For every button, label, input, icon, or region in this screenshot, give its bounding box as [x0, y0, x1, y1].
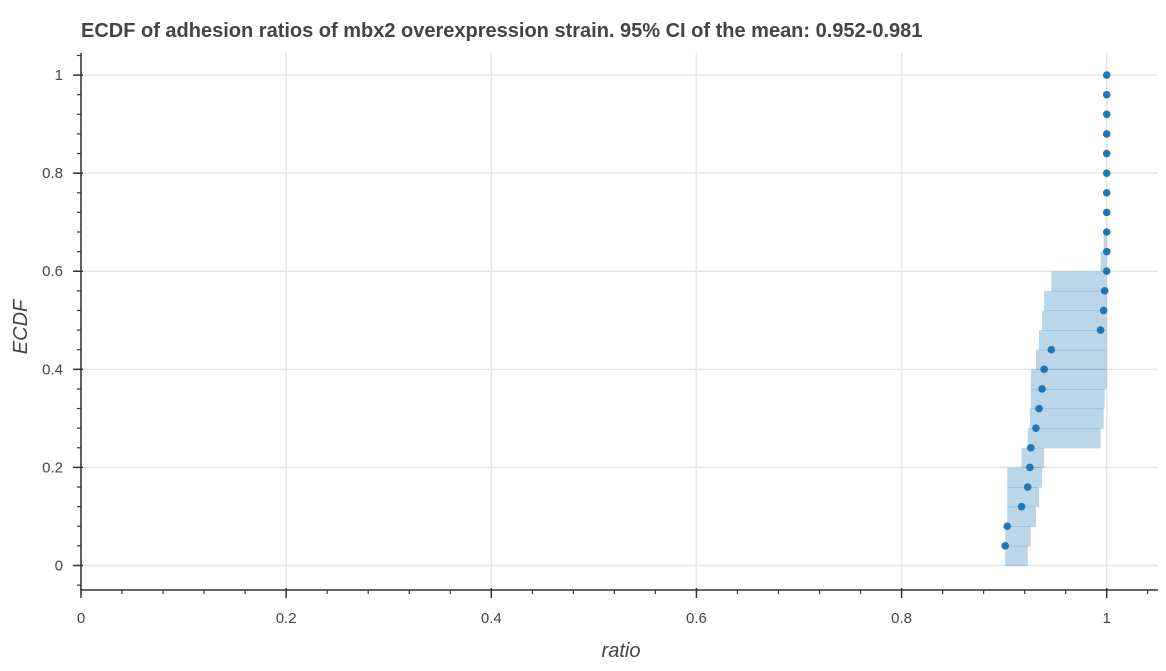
ci-band-step-6 — [1027, 428, 1101, 449]
ci-band-step-12 — [1042, 310, 1107, 331]
ecdf-point-22 — [1102, 110, 1111, 119]
y-tick-label-3: 0.6 — [42, 263, 63, 280]
ecdf-point-10 — [1047, 345, 1056, 354]
ecdf-point-2 — [1017, 502, 1026, 511]
ci-band-step-4 — [1007, 467, 1043, 488]
confidence-band — [1005, 232, 1107, 567]
ecdf-point-15 — [1102, 247, 1111, 256]
ecdf-point-6 — [1032, 424, 1040, 432]
ci-band-step-2 — [1007, 506, 1036, 527]
y-tick-label-2: 0.4 — [42, 361, 63, 378]
ci-band-step-15 — [1100, 251, 1107, 272]
ecdf-point-0 — [1001, 542, 1009, 550]
ci-band-step-7 — [1029, 408, 1104, 429]
x-tick-label-0: 0 — [77, 610, 85, 627]
ci-band-step-10 — [1035, 349, 1107, 370]
ecdf-point-23 — [1102, 90, 1111, 99]
ecdf-point-5 — [1027, 443, 1035, 452]
ecdf-point-16 — [1102, 228, 1111, 236]
ecdf-point-1 — [1003, 522, 1012, 531]
ecdf-point-18 — [1102, 188, 1111, 197]
ci-band-step-1 — [1005, 526, 1031, 547]
y-tick-label-1: 0.2 — [42, 459, 63, 476]
x-tick-label-3: 0.6 — [686, 610, 707, 627]
ecdf-point-4 — [1025, 463, 1034, 472]
x-axis-label: ratio — [602, 640, 641, 662]
ecdf-point-24 — [1102, 71, 1111, 79]
x-tick-label-1: 0.2 — [276, 610, 297, 627]
ci-band-step-9 — [1030, 369, 1107, 390]
ci-band-step-11 — [1039, 330, 1107, 351]
ci-band-step-13 — [1044, 290, 1107, 312]
ecdf-point-17 — [1102, 208, 1111, 217]
ci-band-step-3 — [1007, 487, 1040, 508]
ecdf-point-14 — [1102, 267, 1111, 276]
ecdf-points — [1001, 71, 1111, 550]
ci-band-step-8 — [1030, 388, 1105, 410]
ci-band-step-0 — [1005, 545, 1028, 567]
ci-band-step-5 — [1021, 447, 1045, 468]
ecdf-point-11 — [1096, 326, 1105, 334]
x-tick-label-5: 1 — [1103, 610, 1111, 627]
y-axis-label: ECDF — [10, 298, 32, 354]
ecdf-point-19 — [1102, 169, 1111, 177]
grid-lines — [80, 53, 1158, 590]
ci-band-step-14 — [1051, 271, 1107, 292]
ecdf-point-12 — [1099, 306, 1108, 315]
ci-band-step-16 — [1103, 232, 1107, 253]
axes: 0 0.2 0.4 0.6 0.8 1 0 0.2 0.4 0.6 0.8 1 — [42, 53, 1158, 627]
ecdf-point-20 — [1102, 149, 1111, 158]
ecdf-point-13 — [1100, 287, 1109, 295]
ecdf-point-21 — [1102, 130, 1111, 138]
x-tick-label-4: 0.8 — [891, 610, 912, 627]
y-tick-label-0: 0 — [55, 557, 63, 574]
ecdf-point-8 — [1038, 385, 1046, 393]
ecdf-point-3 — [1023, 483, 1032, 491]
ecdf-point-9 — [1040, 365, 1048, 374]
ecdf-point-7 — [1035, 404, 1043, 413]
chart-title: ECDF of adhesion ratios of mbx2 overexpr… — [81, 20, 922, 42]
y-tick-label-5: 1 — [55, 67, 63, 84]
x-tick-label-2: 0.4 — [481, 610, 502, 627]
y-tick-label-4: 0.8 — [42, 165, 63, 182]
